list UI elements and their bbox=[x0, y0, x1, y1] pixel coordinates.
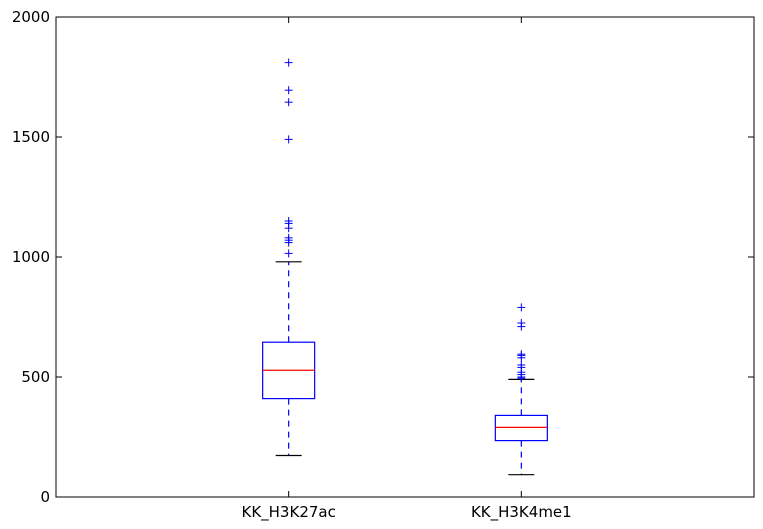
x-tick-label: KK_H3K27ac bbox=[241, 503, 335, 522]
box-series bbox=[262, 58, 548, 476]
outlier-point bbox=[284, 217, 293, 225]
outlier-point bbox=[284, 58, 293, 67]
outlier-point bbox=[284, 233, 293, 242]
x-tick-label: KK_H3K4me1 bbox=[471, 503, 572, 522]
box-KK_H3K27ac bbox=[262, 58, 316, 457]
y-tick-label: 500 bbox=[21, 368, 50, 386]
outlier-point bbox=[284, 249, 293, 258]
y-tick-label: 2000 bbox=[12, 8, 50, 26]
plot-area bbox=[55, 16, 755, 498]
outlier-point bbox=[517, 350, 526, 359]
y-tick-label: 1500 bbox=[12, 128, 50, 146]
outlier-point bbox=[517, 319, 526, 327]
outlier-point bbox=[517, 303, 526, 312]
outlier-point bbox=[284, 98, 293, 107]
outlier-point bbox=[284, 86, 293, 95]
y-tick-label: 1000 bbox=[12, 248, 50, 266]
y-tick-label: 0 bbox=[40, 488, 50, 506]
outlier-point bbox=[284, 135, 293, 144]
y-axis: 0 500 1000 1500 2000 bbox=[12, 8, 754, 506]
x-axis: KK_H3K27ac KK_H3K4me1 bbox=[241, 17, 572, 522]
box-KK_H3K4me1 bbox=[494, 303, 548, 476]
outlier-point bbox=[517, 361, 526, 369]
